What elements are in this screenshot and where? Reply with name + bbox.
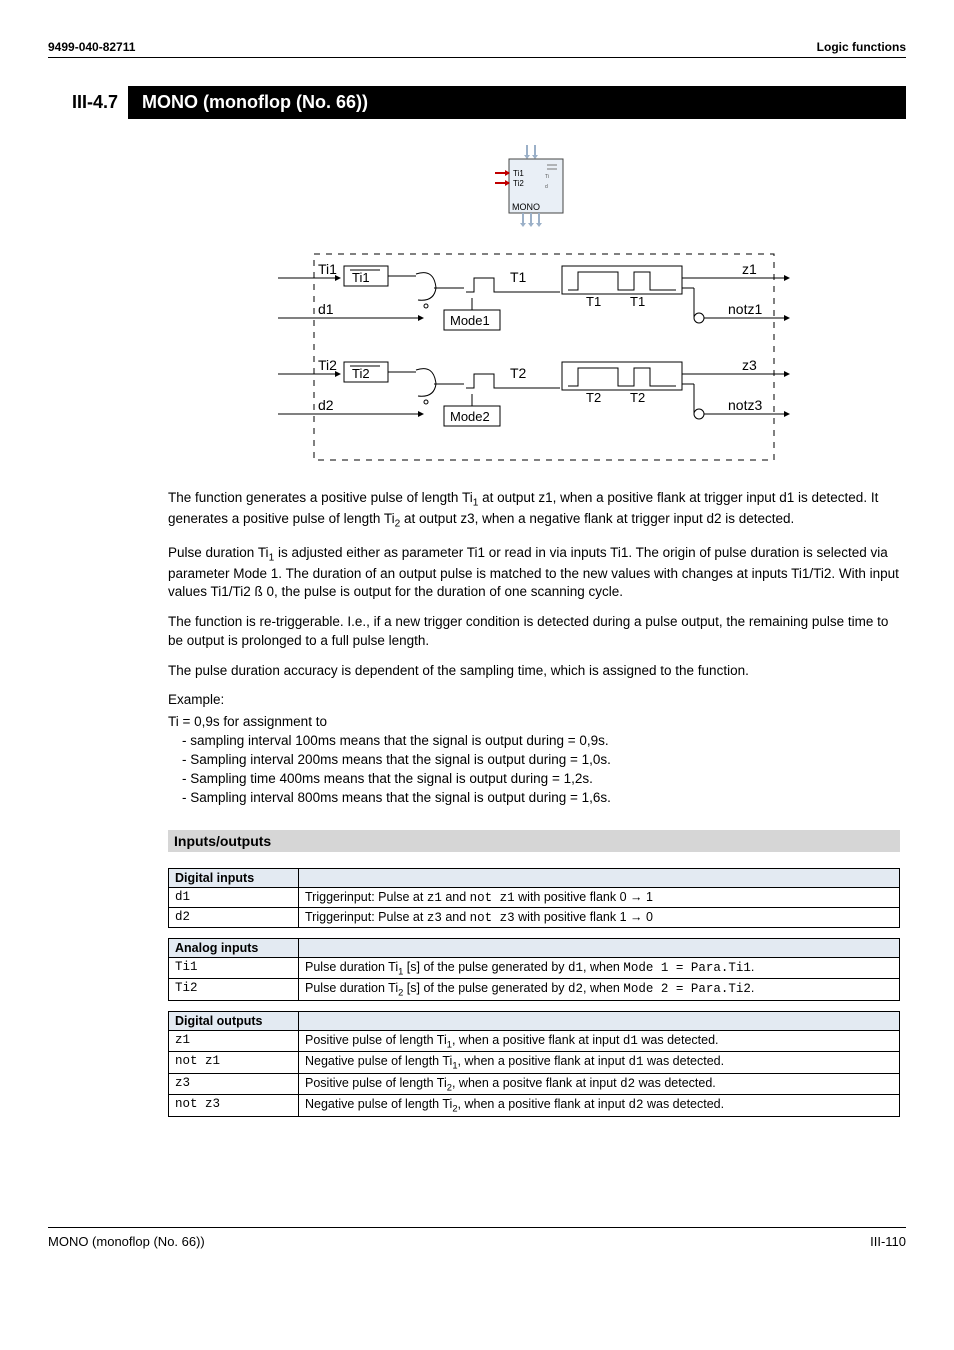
- cell-desc: Pulse duration Ti1 [s] of the pulse gene…: [299, 957, 900, 979]
- svg-text:d: d: [545, 184, 548, 190]
- cell-name: not z3: [169, 1095, 299, 1117]
- page-footer: MONO (monoflop (No. 66)) III-110: [48, 1227, 906, 1249]
- svg-text:z3: z3: [742, 357, 757, 373]
- cell-desc: Triggerinput: Pulse at z3 and not z3 wit…: [299, 907, 900, 927]
- table-row: d1 Triggerinput: Pulse at z1 and not z1 …: [169, 887, 900, 907]
- para-3: The function is re-triggerable. I.e., if…: [168, 613, 900, 649]
- table-row: z3 Positive pulse of length Ti2, when a …: [169, 1073, 900, 1095]
- svg-text:T1: T1: [630, 294, 645, 309]
- svg-text:d2: d2: [318, 397, 334, 413]
- diag-ti1: Ti1: [513, 169, 524, 178]
- table-header: Digital inputs: [169, 868, 299, 887]
- page-header: 9499-040-82711 Logic functions: [48, 40, 906, 58]
- cell-name: d2: [169, 907, 299, 927]
- table-header: Digital outputs: [169, 1011, 299, 1030]
- cell-desc: Negative pulse of length Ti2, when a pos…: [299, 1095, 900, 1117]
- para-1: The function generates a positive pulse …: [168, 489, 900, 532]
- svg-text:Ti2: Ti2: [352, 366, 370, 381]
- cell-name: not z1: [169, 1052, 299, 1074]
- table-row: not z3 Negative pulse of length Ti2, whe…: [169, 1095, 900, 1117]
- example-item: - Sampling interval 800ms means that the…: [182, 789, 900, 808]
- header-left: 9499-040-82711: [48, 40, 135, 54]
- svg-text:z1: z1: [742, 261, 757, 277]
- io-heading: Inputs/outputs: [168, 830, 900, 852]
- svg-text:T2: T2: [630, 390, 645, 405]
- example-item: - Sampling interval 200ms means that the…: [182, 751, 900, 770]
- table-row: z1 Positive pulse of length Ti1, when a …: [169, 1030, 900, 1052]
- footer-left: MONO (monoflop (No. 66)): [48, 1234, 205, 1249]
- svg-text:Ti2: Ti2: [318, 357, 337, 373]
- table-row: Ti2 Pulse duration Ti2 [s] of the pulse …: [169, 979, 900, 1001]
- svg-text:notz1: notz1: [728, 301, 762, 317]
- svg-text:Mode2: Mode2: [450, 409, 490, 424]
- svg-text:T1: T1: [510, 269, 527, 285]
- cell-desc: Positive pulse of length Ti1, when a pos…: [299, 1030, 900, 1052]
- svg-text:notz3: notz3: [728, 397, 762, 413]
- example-item: - sampling interval 100ms means that the…: [182, 732, 900, 751]
- small-diagram: Ti1 Ti2 Ti d MONO: [168, 145, 900, 230]
- digital-outputs-table: Digital outputs z1 Positive pulse of len…: [168, 1011, 900, 1117]
- table-row: not z1 Negative pulse of length Ti1, whe…: [169, 1052, 900, 1074]
- header-right: Logic functions: [817, 40, 906, 54]
- content-area: Ti1 Ti2 Ti d MONO: [168, 145, 900, 1117]
- svg-text:T2: T2: [586, 390, 601, 405]
- footer-right: III-110: [870, 1234, 906, 1249]
- r1-d1-label: d1: [318, 301, 334, 317]
- cell-name: Ti2: [169, 979, 299, 1001]
- example-item: - Sampling time 400ms means that the sig…: [182, 770, 900, 789]
- table-header: Analog inputs: [169, 938, 299, 957]
- svg-text:Ti1: Ti1: [352, 270, 370, 285]
- example-block: Ti = 0,9s for assignment to - sampling i…: [182, 713, 900, 807]
- cell-name: Ti1: [169, 957, 299, 979]
- table-row: Ti1 Pulse duration Ti1 [s] of the pulse …: [169, 957, 900, 979]
- example-intro: Ti = 0,9s for assignment to: [168, 713, 900, 732]
- para-4: The pulse duration accuracy is dependent…: [168, 662, 900, 680]
- cell-desc: Triggerinput: Pulse at z1 and not z1 wit…: [299, 887, 900, 907]
- analog-inputs-table: Analog inputs Ti1 Pulse duration Ti1 [s]…: [168, 938, 900, 1001]
- section-number: III-4.7: [72, 86, 128, 119]
- svg-text:T1: T1: [586, 294, 601, 309]
- cell-name: d1: [169, 887, 299, 907]
- svg-text:Ti: Ti: [545, 174, 549, 180]
- diag-ti2: Ti2: [513, 179, 524, 188]
- svg-text:Mode1: Mode1: [450, 313, 490, 328]
- digital-inputs-table: Digital inputs d1 Triggerinput: Pulse at…: [168, 868, 900, 928]
- main-diagram: Ti1 Ti1 d1 Mode1 T1 T1: [168, 248, 900, 471]
- cell-desc: Pulse duration Ti2 [s] of the pulse gene…: [299, 979, 900, 1001]
- section-title: MONO (monoflop (No. 66)): [128, 86, 906, 119]
- cell-name: z1: [169, 1030, 299, 1052]
- svg-text:T2: T2: [510, 365, 527, 381]
- cell-name: z3: [169, 1073, 299, 1095]
- cell-desc: Positive pulse of length Ti2, when a pos…: [299, 1073, 900, 1095]
- table-row: d2 Triggerinput: Pulse at z3 and not z3 …: [169, 907, 900, 927]
- cell-desc: Negative pulse of length Ti1, when a pos…: [299, 1052, 900, 1074]
- diag-label: MONO: [512, 202, 540, 212]
- para-2: Pulse duration Ti1 is adjusted either as…: [168, 544, 900, 602]
- r1-ti1-label: Ti1: [318, 261, 337, 277]
- section-heading: III-4.7 MONO (monoflop (No. 66)): [72, 86, 906, 119]
- example-label: Example:: [168, 692, 900, 707]
